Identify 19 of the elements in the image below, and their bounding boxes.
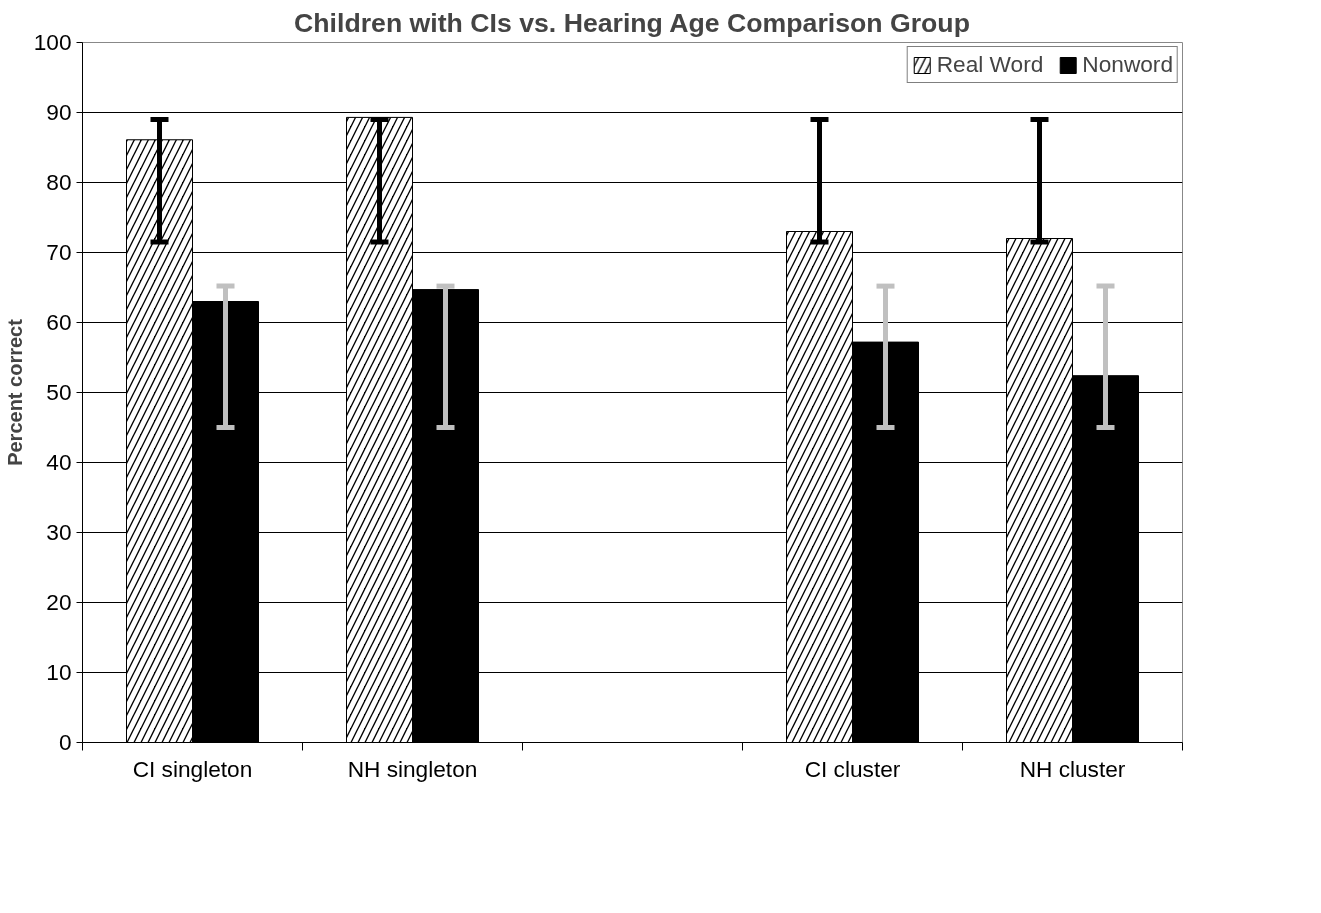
legend-label: Nonword [1082,51,1173,78]
y-tick-label: 100 [33,29,72,55]
legend-label: Real Word [936,51,1044,78]
y-tick-label: 20 [46,589,72,615]
y-tick-label: 40 [46,449,72,475]
x-tick-label: CI singleton [132,755,253,782]
x-tick-label: CI cluster [804,755,901,782]
y-tick-label: 50 [46,379,72,405]
x-tick-label: NH singleton [347,755,478,782]
y-tick-label: 0 [58,729,72,755]
y-tick-label: 10 [46,659,72,685]
y-tick-label: 60 [46,309,72,335]
x-tick-label: NH cluster [1019,755,1126,782]
y-tick-label: 90 [46,99,72,125]
y-tick-label: 80 [46,169,72,195]
y-axis-title: Percent correct [3,318,26,466]
y-tick-label: 70 [46,239,72,265]
y-tick-label: 30 [46,519,72,545]
chart-title: Children with CIs vs. Hearing Age Comparison Group [294,7,970,38]
